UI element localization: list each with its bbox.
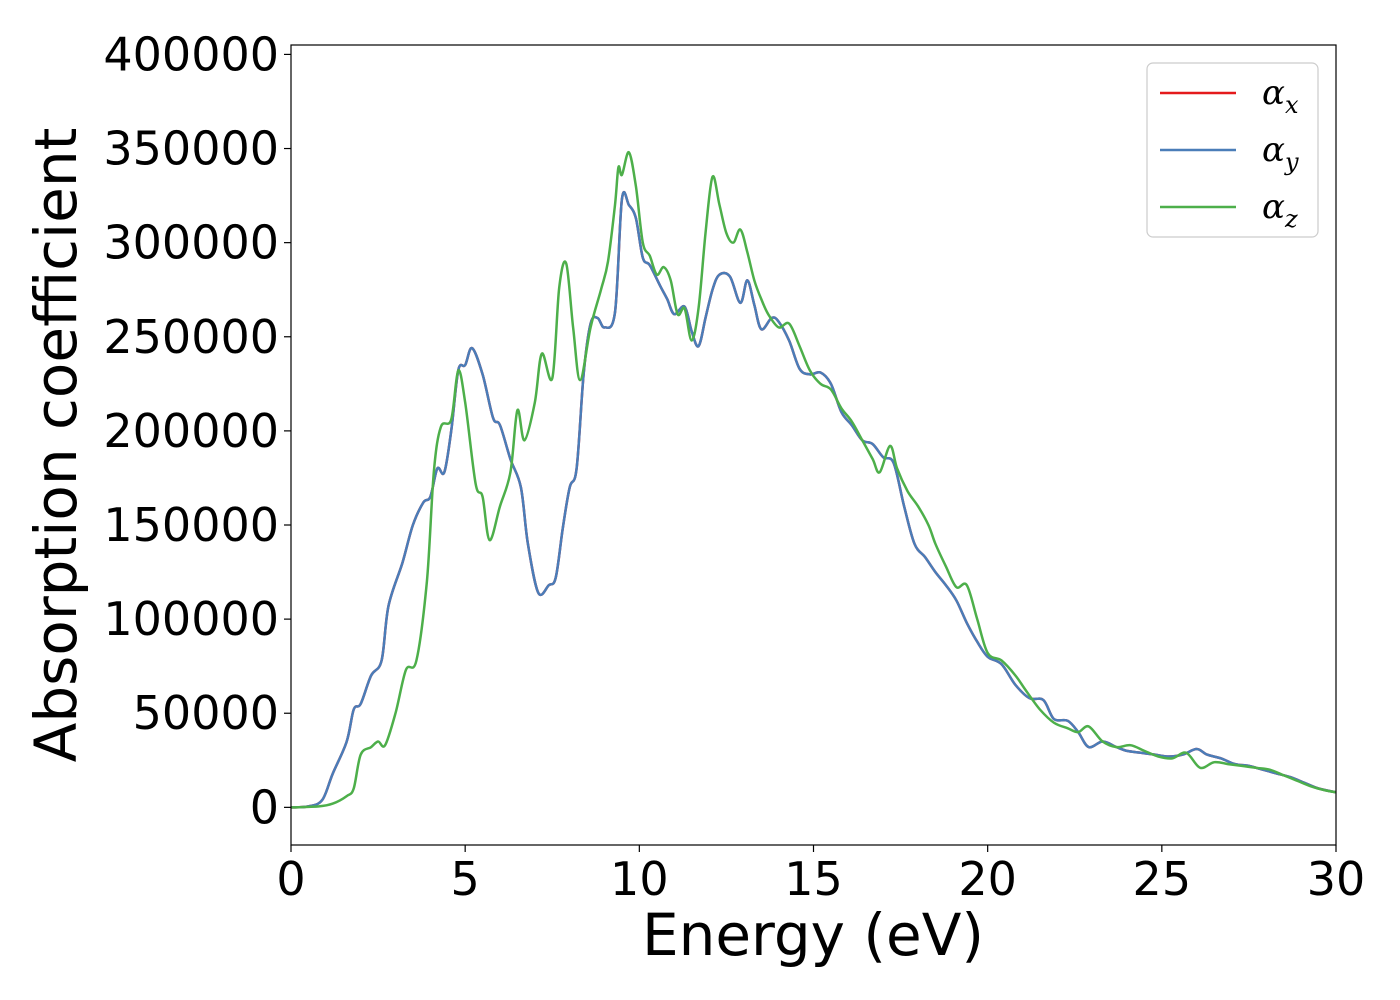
x-tick-label: 15 (784, 852, 843, 906)
y-tick-label: 150000 (103, 498, 279, 552)
y-tick-label: 300000 (103, 216, 279, 270)
series-layer (290, 151, 1337, 809)
x-tick-label: 20 (958, 852, 1017, 906)
y-tick-label: 100000 (103, 592, 279, 646)
y-tick-label: 200000 (103, 404, 279, 458)
y-tick-label: 50000 (133, 686, 279, 740)
series-line-x (290, 191, 1337, 809)
x-axis-label: Energy (eV) (642, 901, 984, 969)
y-tick-label: 400000 (103, 27, 279, 81)
y-axis-label: Absorption coefficient (22, 128, 90, 763)
x-tick-label: 30 (1307, 852, 1366, 906)
y-tick-label: 0 (250, 780, 279, 834)
tick-layer: 0 5 10 15 20 25 30 0 50000 100000 150000 200000 2500… (103, 27, 1365, 906)
y-tick-label: 250000 (103, 310, 279, 364)
plot-frame (290, 44, 1337, 846)
x-tick-label: 0 (276, 852, 305, 906)
series-line-y (290, 191, 1337, 809)
series-line-z (290, 151, 1337, 809)
x-tick-label: 25 (1133, 852, 1192, 906)
x-tick-label: 10 (610, 852, 669, 906)
x-tick-label: 5 (451, 852, 480, 906)
y-tick-label: 350000 (103, 122, 279, 176)
